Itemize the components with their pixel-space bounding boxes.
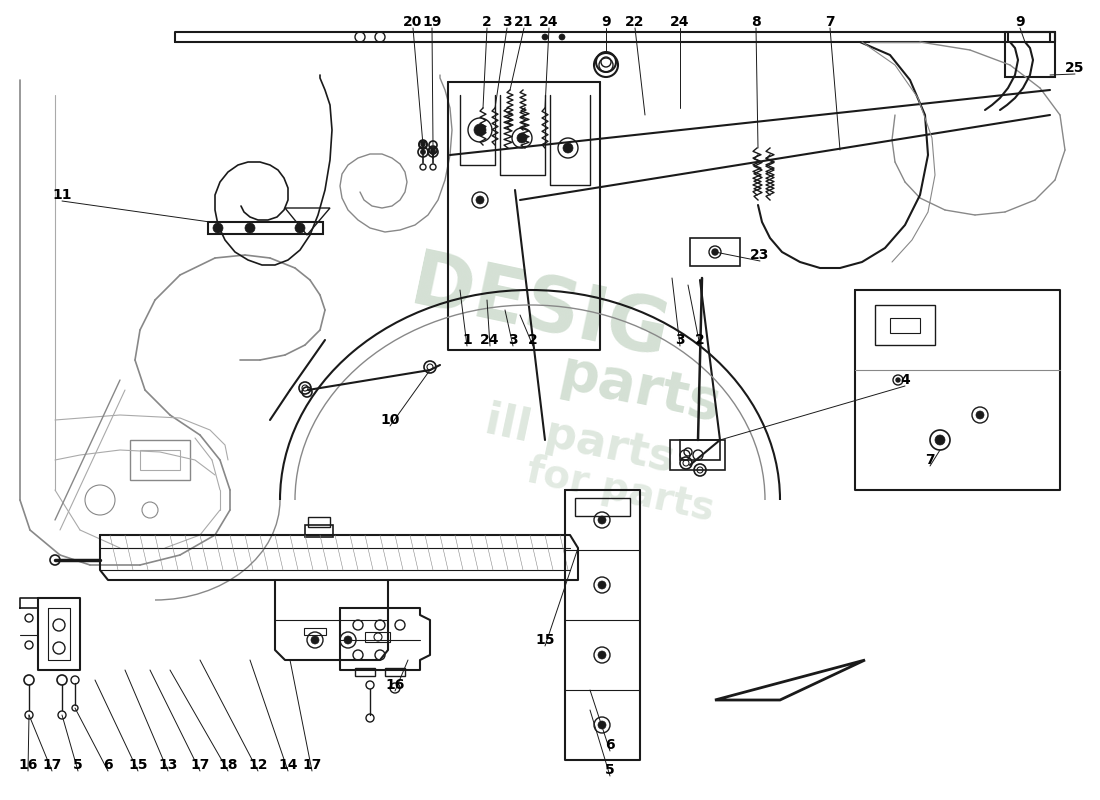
Text: 1: 1 xyxy=(462,333,472,347)
Bar xyxy=(874,305,935,345)
Bar xyxy=(680,440,720,460)
Circle shape xyxy=(542,34,548,40)
Circle shape xyxy=(420,150,426,154)
Bar xyxy=(304,628,326,635)
Text: 18: 18 xyxy=(218,758,238,772)
Bar xyxy=(575,498,630,516)
Bar xyxy=(208,222,323,234)
Text: 12: 12 xyxy=(249,758,267,772)
Text: 17: 17 xyxy=(42,758,62,772)
Circle shape xyxy=(935,435,945,445)
Circle shape xyxy=(563,143,573,153)
Circle shape xyxy=(344,636,352,644)
Text: 24: 24 xyxy=(670,15,690,29)
Text: 13: 13 xyxy=(158,758,178,772)
Text: 2: 2 xyxy=(528,333,538,347)
Bar xyxy=(140,450,180,470)
Text: 25: 25 xyxy=(1065,61,1085,75)
Text: 7: 7 xyxy=(925,453,935,467)
Text: 6: 6 xyxy=(103,758,113,772)
Text: 4: 4 xyxy=(900,373,910,387)
Circle shape xyxy=(474,124,486,136)
Text: parts: parts xyxy=(554,346,726,434)
Text: 15: 15 xyxy=(129,758,147,772)
Text: ill parts: ill parts xyxy=(481,399,679,481)
Bar xyxy=(130,440,190,480)
Text: 16: 16 xyxy=(19,758,37,772)
Text: 20: 20 xyxy=(404,15,422,29)
Circle shape xyxy=(476,196,484,204)
Circle shape xyxy=(559,34,565,40)
Circle shape xyxy=(598,516,606,524)
Text: 7: 7 xyxy=(825,15,835,29)
Bar xyxy=(385,668,405,676)
Text: 23: 23 xyxy=(750,248,770,262)
Bar xyxy=(670,440,725,470)
Bar xyxy=(1005,32,1055,77)
Text: 9: 9 xyxy=(1015,15,1025,29)
Bar xyxy=(690,238,740,266)
Text: 2: 2 xyxy=(695,333,705,347)
Text: 21: 21 xyxy=(515,15,534,29)
Text: 3: 3 xyxy=(508,333,518,347)
Circle shape xyxy=(896,378,900,382)
Text: for parts: for parts xyxy=(522,451,717,529)
Bar xyxy=(365,632,390,642)
Bar xyxy=(308,517,330,527)
Circle shape xyxy=(430,150,436,154)
Circle shape xyxy=(245,223,255,233)
Text: 24: 24 xyxy=(481,333,499,347)
Circle shape xyxy=(598,651,606,659)
Text: 2: 2 xyxy=(482,15,492,29)
Circle shape xyxy=(421,142,425,146)
Bar xyxy=(890,318,920,333)
Circle shape xyxy=(517,133,527,143)
Polygon shape xyxy=(715,660,865,700)
Text: 8: 8 xyxy=(751,15,761,29)
Text: 14: 14 xyxy=(278,758,298,772)
Text: 22: 22 xyxy=(625,15,645,29)
Text: 3: 3 xyxy=(675,333,685,347)
Bar xyxy=(355,668,375,676)
Circle shape xyxy=(431,148,434,152)
Text: DESIG: DESIG xyxy=(405,246,675,374)
Text: 10: 10 xyxy=(381,413,399,427)
Text: 9: 9 xyxy=(602,15,610,29)
Circle shape xyxy=(311,636,319,644)
Text: 16: 16 xyxy=(385,678,405,692)
Text: 17: 17 xyxy=(190,758,210,772)
Text: 15: 15 xyxy=(536,633,554,647)
Text: 5: 5 xyxy=(605,763,615,777)
Circle shape xyxy=(213,223,223,233)
Text: 17: 17 xyxy=(302,758,321,772)
Bar xyxy=(305,525,333,537)
Text: 6: 6 xyxy=(605,738,615,752)
Circle shape xyxy=(295,223,305,233)
Circle shape xyxy=(598,721,606,729)
Text: 5: 5 xyxy=(73,758,82,772)
Text: 11: 11 xyxy=(53,188,72,202)
Circle shape xyxy=(712,249,718,255)
Circle shape xyxy=(976,411,984,419)
Text: 19: 19 xyxy=(422,15,442,29)
Text: 24: 24 xyxy=(539,15,559,29)
Circle shape xyxy=(598,581,606,589)
Text: 3: 3 xyxy=(503,15,512,29)
